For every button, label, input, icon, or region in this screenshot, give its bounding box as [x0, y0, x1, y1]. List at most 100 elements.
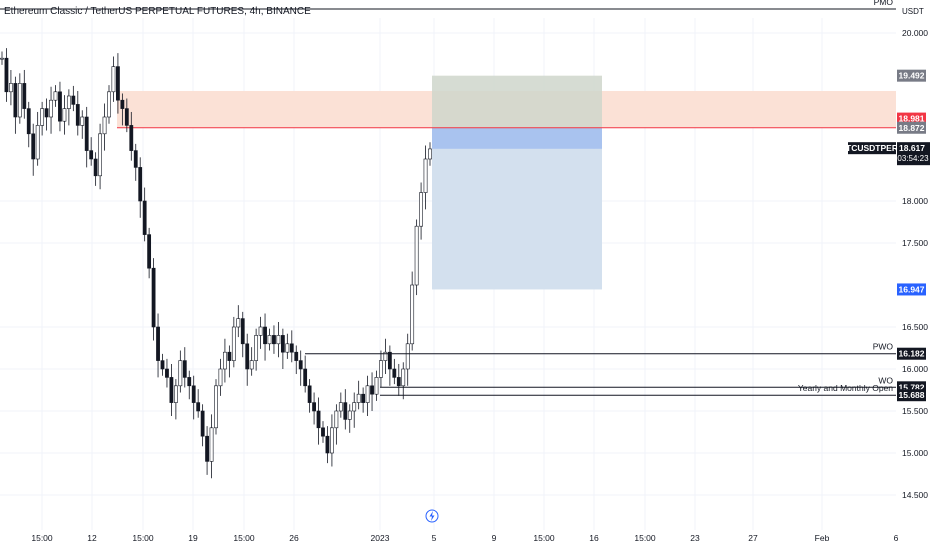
candle-body [410, 284, 415, 345]
x-tick-label: 15:00 [132, 533, 154, 543]
entry-zone[interactable] [432, 127, 602, 149]
price-tag [897, 69, 926, 82]
candle-body [405, 343, 410, 370]
candle-body [178, 360, 183, 387]
y-tick-label: 17.500 [902, 238, 928, 248]
candle-body [218, 368, 223, 387]
candle-body [49, 99, 53, 118]
candle-body [9, 83, 13, 93]
candle-body [334, 410, 339, 429]
candle-body [338, 402, 343, 412]
candle-body [13, 83, 18, 118]
candle-body [196, 402, 201, 412]
take-profit-zone[interactable] [432, 148, 602, 290]
candle-body [245, 343, 250, 370]
candle-body [383, 351, 388, 361]
candle-body [165, 368, 169, 378]
candle-body [53, 91, 58, 101]
y-tick-label: 14.500 [902, 490, 928, 500]
candle-body [258, 326, 263, 336]
candle-body [236, 318, 241, 328]
candle-body [289, 343, 294, 353]
price-tag [897, 112, 926, 125]
candle-body [214, 385, 218, 429]
current-price-label: 18.617 [899, 143, 925, 153]
candle-body [365, 385, 370, 403]
x-tick-label: 23 [690, 533, 700, 543]
y-tick-label: 16.000 [902, 364, 928, 374]
candle-body [84, 116, 89, 151]
lightning-icon-glyph [429, 511, 435, 521]
candle-body [22, 83, 27, 109]
candle-body [116, 66, 120, 101]
countdown-label: 03:54:23 [897, 154, 929, 163]
candle-body [133, 150, 138, 168]
x-tick-label: 26 [289, 533, 299, 543]
candle-body [414, 225, 419, 286]
candle-body [419, 192, 423, 227]
candle-body [428, 148, 432, 160]
candle-body [343, 402, 348, 420]
candle-body [71, 95, 76, 105]
price-tag-label: 16.947 [899, 284, 925, 294]
candle-body [0, 57, 4, 60]
current-price-tag [897, 142, 930, 166]
candle-body [120, 99, 125, 109]
candle-body [370, 385, 374, 395]
price-tag [897, 389, 926, 402]
price-tag [897, 347, 926, 360]
candle-body [392, 368, 397, 378]
price-tag [897, 121, 926, 134]
level-label-pmo: PMO [874, 0, 894, 7]
candle-body [374, 377, 379, 395]
candle-body [147, 234, 152, 269]
candle-body [361, 393, 366, 403]
candle-body [75, 104, 80, 126]
price-tag [897, 283, 926, 296]
level-label-wo: WO [878, 375, 893, 385]
candle-body [325, 435, 330, 454]
candle-body [307, 385, 312, 403]
candle-body [187, 377, 192, 387]
stop-loss-zone[interactable] [432, 75, 602, 128]
level-label-pwo: PWO [873, 342, 894, 352]
candle-body [330, 427, 334, 454]
x-tick-label: 19 [188, 533, 198, 543]
price-tag-label: 18.872 [899, 123, 925, 133]
candle-body [111, 66, 116, 93]
level-label-yearly-and-monthly-open: Yearly and Monthly Open [798, 383, 893, 393]
x-tick-label: Feb [815, 533, 830, 543]
candle-body [102, 116, 107, 135]
candle-body [58, 91, 62, 122]
candle-body [156, 326, 160, 361]
x-tick-label: 5 [432, 533, 437, 543]
candle-body [423, 158, 428, 193]
candle-body [26, 108, 31, 135]
candle-body [200, 410, 205, 437]
candle-body [209, 427, 214, 462]
candle-body [44, 108, 49, 118]
candle-body [17, 83, 22, 118]
candle-body [227, 351, 232, 361]
symbol-tag-label: ETCUSDTPERP [840, 143, 904, 153]
candle-body [280, 335, 285, 353]
candle-body [129, 125, 134, 151]
x-tick-label: 2023 [371, 533, 390, 543]
candle-body [379, 360, 383, 378]
candle-body [352, 402, 357, 412]
candle-body [182, 360, 187, 378]
candle-body [298, 360, 303, 370]
candle-body [321, 427, 325, 437]
candle-body [294, 351, 299, 361]
price-tag-label: 18.981 [899, 114, 925, 124]
y-tick-label: 16.500 [902, 322, 928, 332]
candle-body [312, 402, 316, 412]
x-tick-label: 16 [589, 533, 599, 543]
price-tag-label: 16.182 [899, 349, 925, 359]
candle-body [316, 410, 321, 429]
candle-body [66, 95, 71, 109]
candle-body [401, 368, 406, 387]
candle-body [40, 108, 45, 126]
